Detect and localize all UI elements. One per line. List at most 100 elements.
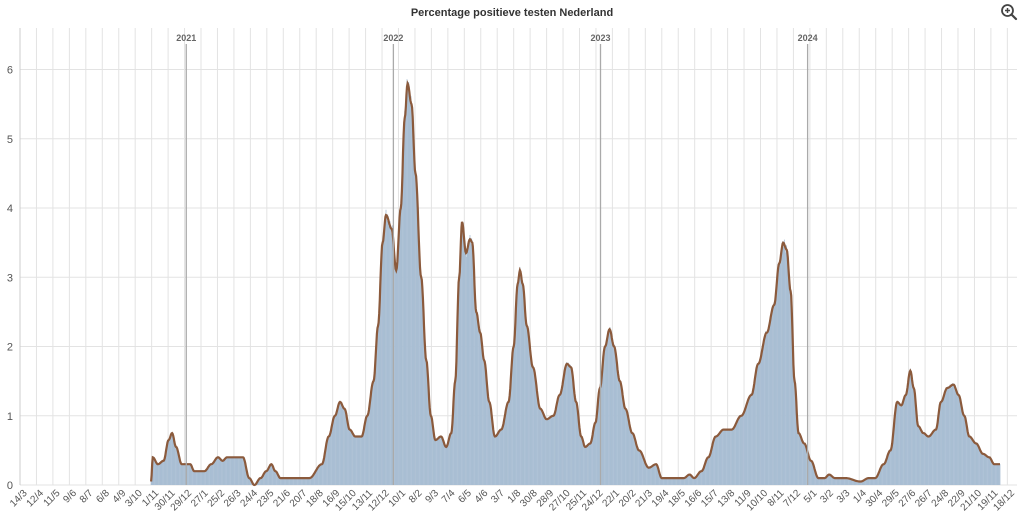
data-bar (387, 214, 389, 486)
data-bar (213, 462, 214, 485)
data-bar (849, 478, 851, 485)
data-bar (773, 303, 774, 485)
data-bar (896, 404, 898, 485)
data-bar (650, 467, 652, 485)
data-bar (500, 428, 502, 485)
data-bar (616, 362, 618, 485)
data-bar (739, 417, 740, 485)
data-bar (924, 433, 926, 485)
data-bar (324, 453, 326, 485)
data-bar (466, 250, 468, 485)
data-bar (664, 478, 666, 485)
data-bar (176, 447, 178, 485)
data-bar (382, 242, 384, 485)
data-bar (927, 437, 929, 485)
data-bar (219, 458, 221, 485)
data-bar (903, 396, 905, 485)
data-bar (872, 478, 874, 485)
data-bar (465, 251, 467, 485)
data-bar (672, 478, 673, 485)
data-bar (609, 331, 610, 485)
data-bar (286, 478, 288, 485)
data-bar (329, 434, 331, 485)
data-bar (560, 392, 562, 485)
x-tick-label: 3/2 (818, 488, 836, 506)
data-bar (819, 477, 821, 485)
data-bar (563, 377, 565, 485)
data-bar (549, 416, 550, 485)
data-bar (551, 416, 553, 485)
data-bar (920, 428, 921, 485)
data-bar (418, 241, 420, 485)
data-bar (339, 401, 340, 485)
data-bar (396, 265, 398, 485)
data-bar (162, 460, 164, 485)
data-bar (995, 463, 997, 485)
data-bar (737, 419, 739, 485)
data-bar (197, 471, 199, 485)
data-bar (459, 262, 461, 485)
data-bar (685, 477, 687, 485)
data-bar (307, 477, 309, 485)
data-bar (864, 479, 866, 485)
data-bar (248, 478, 250, 485)
data-bar (666, 477, 668, 485)
data-bar (733, 426, 735, 485)
data-bar (693, 477, 695, 485)
data-bar (618, 380, 620, 485)
data-bar (745, 404, 747, 485)
data-bar (572, 382, 574, 485)
data-bar (894, 414, 896, 485)
data-bar (394, 267, 396, 485)
data-bar (506, 406, 508, 485)
data-bar (675, 478, 677, 485)
data-bar (757, 366, 759, 485)
data-bar (186, 464, 188, 485)
data-bar (399, 208, 401, 486)
data-bar (639, 449, 641, 485)
data-bar (911, 378, 913, 485)
data-bar (213, 461, 215, 485)
data-bar (379, 286, 381, 485)
data-bar (535, 382, 537, 485)
data-bar (735, 424, 736, 485)
data-bar (844, 478, 845, 485)
data-bar (152, 457, 154, 485)
data-bar (475, 308, 477, 485)
data-bar (453, 401, 454, 485)
data-bar (509, 388, 511, 485)
data-bar (378, 312, 380, 485)
data-bar (484, 359, 486, 485)
data-bar (685, 476, 687, 485)
data-bar (391, 228, 393, 485)
data-bar (278, 476, 280, 485)
data-bar (783, 239, 785, 485)
data-bar (654, 464, 655, 485)
data-bar (514, 337, 516, 485)
data-bar (333, 416, 335, 485)
data-bar (727, 429, 729, 485)
data-bar (829, 474, 831, 485)
data-bar (408, 86, 410, 485)
data-bar (858, 481, 860, 485)
data-bar (520, 279, 522, 485)
data-bar (734, 426, 735, 485)
data-bar (619, 383, 621, 485)
data-bar (168, 439, 170, 485)
data-bar (268, 467, 270, 485)
data-bar (316, 468, 318, 485)
data-bar (340, 403, 342, 485)
data-bar (644, 461, 646, 485)
year-marker-label: 2022 (383, 33, 403, 43)
data-bar (514, 322, 516, 485)
data-bar (717, 435, 719, 485)
data-bar (552, 416, 554, 485)
zoom-in-icon[interactable] (1000, 3, 1018, 21)
data-bar (909, 371, 911, 485)
data-bar (211, 463, 213, 485)
data-bar (840, 477, 842, 485)
data-bar (987, 456, 989, 485)
data-bar (605, 341, 607, 485)
data-bar (920, 429, 922, 485)
data-bar (437, 439, 439, 485)
